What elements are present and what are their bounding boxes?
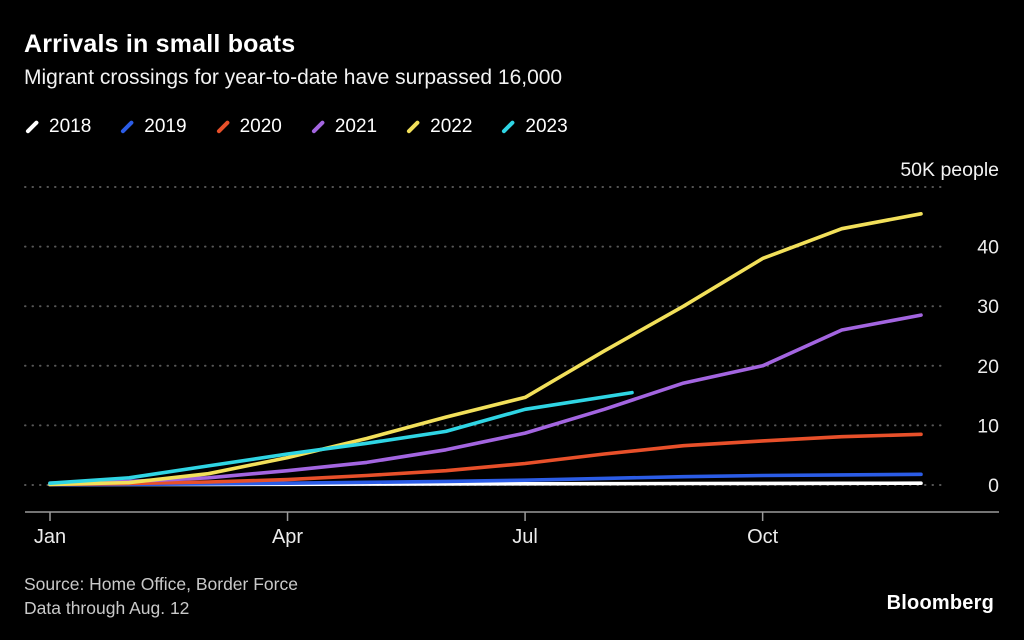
- y-tick-label-40: 40: [977, 237, 999, 259]
- legend-label: 2020: [239, 116, 282, 137]
- legend-item-2020: 2020: [215, 116, 282, 138]
- legend-label: 2022: [430, 116, 473, 137]
- source-line: Source: Home Office, Border Force: [24, 574, 298, 594]
- legend: 2018 2019 2020 2021 2022 2023: [24, 116, 568, 138]
- chart-subtitle: Migrant crossings for year-to-date have …: [24, 66, 563, 89]
- y-tick-label-20: 20: [977, 356, 999, 378]
- data-through-line: Data through Aug. 12: [24, 598, 190, 618]
- x-tick-label-Jan: Jan: [34, 526, 66, 548]
- source-note: Source: Home Office, Border Force Data t…: [24, 572, 298, 620]
- legend-item-2021: 2021: [310, 116, 377, 138]
- y-tick-label-10: 10: [977, 415, 999, 437]
- legend-label: 2023: [525, 116, 568, 137]
- chart-title: Arrivals in small boats: [24, 30, 296, 58]
- series-line-2023: [48, 390, 634, 486]
- legend-item-2023: 2023: [500, 116, 568, 138]
- legend-label: 2019: [144, 116, 187, 137]
- y-tick-label-0: 0: [988, 475, 999, 497]
- series-line-2021: [48, 313, 923, 486]
- series-line-2020: [48, 432, 923, 487]
- legend-item-2022: 2022: [405, 116, 472, 138]
- x-tick-label-Apr: Apr: [272, 526, 303, 548]
- series-line-2022: [48, 212, 923, 487]
- legend-item-2019: 2019: [119, 116, 187, 138]
- legend-label: 2018: [49, 116, 92, 137]
- legend-label: 2021: [334, 116, 378, 137]
- bloomberg-logo: Bloomberg: [886, 592, 994, 614]
- x-tick-label-Jul: Jul: [512, 526, 538, 548]
- y-tick-label-30: 30: [977, 296, 999, 318]
- x-tick-label-Oct: Oct: [747, 526, 779, 548]
- y-axis-unit-label: 50K people: [900, 159, 999, 181]
- legend-item-2018: 2018: [24, 116, 91, 138]
